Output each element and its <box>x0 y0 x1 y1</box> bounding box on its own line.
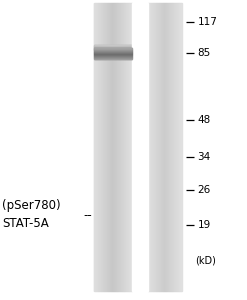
Bar <box>96 3 97 291</box>
Bar <box>113 3 114 291</box>
Bar <box>111 3 112 291</box>
Bar <box>97 3 98 291</box>
Bar <box>122 3 123 291</box>
Bar <box>164 3 165 291</box>
Bar <box>176 3 177 291</box>
Bar <box>110 3 111 291</box>
Bar <box>108 3 109 291</box>
Bar <box>95 3 96 291</box>
Bar <box>120 3 121 291</box>
Bar <box>148 3 149 291</box>
Text: 48: 48 <box>198 115 211 124</box>
Text: (pSer780): (pSer780) <box>2 199 61 212</box>
Bar <box>167 3 168 291</box>
Bar <box>150 3 151 291</box>
Bar <box>102 3 103 291</box>
Bar <box>177 3 178 291</box>
Bar <box>179 3 180 291</box>
Bar <box>99 3 100 291</box>
Bar <box>123 3 124 291</box>
Bar <box>131 3 132 291</box>
Bar <box>129 3 130 291</box>
Bar <box>114 3 115 291</box>
Bar <box>109 3 110 291</box>
Text: 85: 85 <box>198 48 211 59</box>
Bar <box>169 3 170 291</box>
Bar <box>154 3 155 291</box>
Bar <box>115 3 116 291</box>
Bar <box>174 3 175 291</box>
Bar <box>125 3 126 291</box>
Bar <box>128 3 129 291</box>
Bar <box>159 3 160 291</box>
Bar <box>178 3 179 291</box>
Text: 26: 26 <box>198 185 211 195</box>
Bar <box>155 3 156 291</box>
Bar <box>119 3 120 291</box>
Bar <box>163 3 164 291</box>
Bar <box>162 3 163 291</box>
Bar <box>175 3 176 291</box>
Bar <box>166 3 167 291</box>
Bar <box>121 3 122 291</box>
Text: --: -- <box>83 209 92 222</box>
Bar <box>156 3 157 291</box>
Bar <box>161 3 162 291</box>
Text: 19: 19 <box>198 220 211 230</box>
Bar <box>126 3 127 291</box>
Bar <box>112 3 113 291</box>
Bar <box>100 3 101 291</box>
Text: STAT-5A: STAT-5A <box>2 217 49 230</box>
Text: 117: 117 <box>198 17 217 27</box>
Bar <box>172 3 173 291</box>
Bar <box>170 3 171 291</box>
Bar <box>132 3 148 291</box>
Bar <box>118 3 119 291</box>
Bar <box>173 3 174 291</box>
Bar <box>127 3 128 291</box>
Bar <box>130 3 131 291</box>
Bar <box>103 3 104 291</box>
Bar <box>157 3 158 291</box>
Bar <box>98 3 99 291</box>
Bar <box>124 3 125 291</box>
Bar <box>168 3 169 291</box>
Bar <box>171 3 172 291</box>
Text: (kD): (kD) <box>195 255 216 265</box>
Bar <box>165 3 166 291</box>
Bar <box>94 3 95 291</box>
Bar <box>151 3 152 291</box>
Bar <box>101 3 102 291</box>
Bar <box>149 3 150 291</box>
Bar <box>180 3 181 291</box>
Bar <box>152 3 153 291</box>
Bar <box>106 3 107 291</box>
Bar <box>105 3 106 291</box>
Bar <box>181 3 182 291</box>
Bar <box>158 3 159 291</box>
Bar <box>160 3 161 291</box>
Bar <box>104 3 105 291</box>
Bar <box>116 3 117 291</box>
Text: 34: 34 <box>198 152 211 162</box>
Bar <box>153 3 154 291</box>
Bar <box>117 3 118 291</box>
Bar <box>107 3 108 291</box>
